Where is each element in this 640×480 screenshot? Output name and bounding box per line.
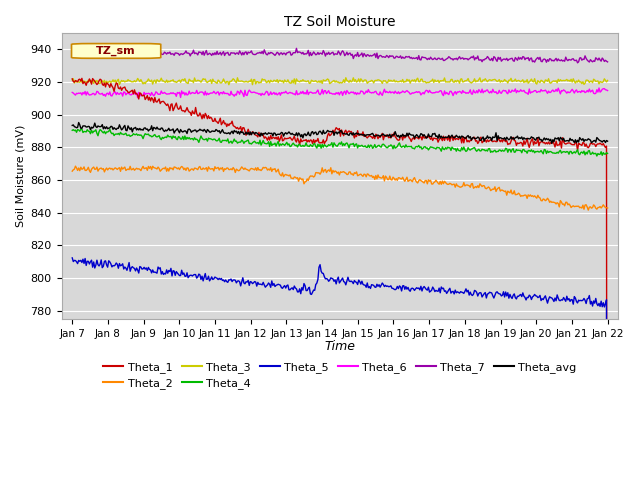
Theta_4 bbox=[592, 151, 600, 156]
Theta_3 bbox=[604, 78, 611, 84]
Theta_4 bbox=[78, 126, 86, 132]
Line: Theta_3: Theta_3 bbox=[72, 78, 607, 84]
Theta_4 bbox=[327, 142, 335, 147]
Theta_3 bbox=[324, 76, 332, 82]
Theta_7 bbox=[359, 54, 367, 60]
Theta_2 bbox=[359, 173, 367, 179]
Line: Theta_7: Theta_7 bbox=[72, 48, 607, 63]
Theta_1 bbox=[78, 75, 86, 81]
Theta_5 bbox=[323, 276, 330, 281]
Theta_6 bbox=[324, 89, 332, 95]
Theta_4 bbox=[359, 144, 367, 149]
Title: TZ Soil Moisture: TZ Soil Moisture bbox=[284, 15, 396, 29]
Theta_2 bbox=[68, 168, 76, 174]
Legend: Theta_1, Theta_2, Theta_3, Theta_4, Theta_5, Theta_6, Theta_7, Theta_avg: Theta_1, Theta_2, Theta_3, Theta_4, Thet… bbox=[99, 358, 580, 394]
Theta_5 bbox=[326, 277, 333, 283]
Theta_1 bbox=[592, 144, 600, 149]
Theta_7 bbox=[68, 50, 76, 56]
Theta_3 bbox=[509, 78, 517, 84]
Theta_6 bbox=[595, 85, 603, 91]
Theta_6 bbox=[327, 90, 335, 96]
Theta_1 bbox=[327, 132, 335, 138]
Theta_2 bbox=[584, 207, 592, 213]
Theta_6 bbox=[592, 91, 600, 96]
Theta_3 bbox=[389, 78, 397, 84]
Theta_avg bbox=[327, 129, 335, 134]
Theta_6 bbox=[68, 90, 76, 96]
Theta_avg bbox=[359, 132, 367, 138]
Theta_2 bbox=[72, 163, 79, 169]
Theta_1 bbox=[68, 76, 76, 82]
Theta_2 bbox=[593, 206, 601, 212]
Theta_avg bbox=[75, 120, 83, 125]
Theta_2 bbox=[327, 165, 335, 170]
X-axis label: Time: Time bbox=[324, 340, 355, 353]
Theta_7 bbox=[324, 51, 332, 57]
Line: Theta_2: Theta_2 bbox=[72, 166, 607, 210]
Theta_7 bbox=[604, 59, 611, 65]
Theta_avg bbox=[388, 132, 396, 138]
Text: TZ_sm: TZ_sm bbox=[97, 46, 136, 56]
Theta_5 bbox=[68, 255, 76, 261]
Line: Theta_6: Theta_6 bbox=[72, 88, 607, 97]
Theta_avg bbox=[548, 141, 556, 146]
Theta_3 bbox=[593, 78, 601, 84]
Theta_7 bbox=[388, 53, 396, 59]
Line: Theta_avg: Theta_avg bbox=[72, 122, 607, 144]
Theta_2 bbox=[508, 191, 516, 197]
Line: Theta_4: Theta_4 bbox=[72, 129, 607, 156]
Theta_avg bbox=[604, 138, 611, 144]
Line: Theta_1: Theta_1 bbox=[72, 78, 607, 480]
Theta_7 bbox=[292, 46, 300, 51]
Theta_6 bbox=[508, 87, 516, 93]
Theta_avg bbox=[508, 136, 516, 142]
Theta_avg bbox=[324, 128, 332, 133]
Theta_6 bbox=[388, 89, 396, 95]
FancyBboxPatch shape bbox=[72, 44, 161, 58]
Theta_4 bbox=[388, 143, 396, 149]
Theta_3 bbox=[68, 77, 76, 83]
Theta_3 bbox=[225, 82, 233, 87]
Theta_2 bbox=[388, 177, 396, 183]
Theta_5 bbox=[358, 278, 365, 284]
Theta_6 bbox=[134, 95, 141, 100]
Theta_5 bbox=[507, 294, 515, 300]
Theta_3 bbox=[327, 80, 335, 86]
Theta_4 bbox=[604, 151, 611, 156]
Theta_1 bbox=[359, 129, 367, 135]
Theta_avg bbox=[593, 135, 601, 141]
Theta_7 bbox=[508, 55, 516, 61]
Theta_2 bbox=[324, 168, 332, 174]
Y-axis label: Soil Moisture (mV): Soil Moisture (mV) bbox=[15, 125, 25, 227]
Theta_2 bbox=[604, 205, 611, 211]
Line: Theta_5: Theta_5 bbox=[72, 258, 607, 480]
Theta_avg bbox=[68, 122, 76, 128]
Theta_6 bbox=[604, 88, 611, 94]
Theta_7 bbox=[593, 56, 601, 62]
Theta_5 bbox=[591, 300, 598, 306]
Theta_4 bbox=[68, 127, 76, 133]
Theta_7 bbox=[573, 60, 581, 66]
Theta_1 bbox=[324, 132, 332, 138]
Theta_7 bbox=[327, 51, 335, 57]
Theta_6 bbox=[359, 89, 367, 95]
Theta_1 bbox=[508, 135, 516, 141]
Theta_3 bbox=[360, 77, 368, 83]
Theta_4 bbox=[508, 147, 516, 153]
Theta_5 bbox=[387, 283, 395, 288]
Theta_1 bbox=[388, 132, 396, 137]
Theta_4 bbox=[324, 143, 332, 149]
Theta_4 bbox=[593, 153, 601, 159]
Theta_3 bbox=[342, 75, 349, 81]
